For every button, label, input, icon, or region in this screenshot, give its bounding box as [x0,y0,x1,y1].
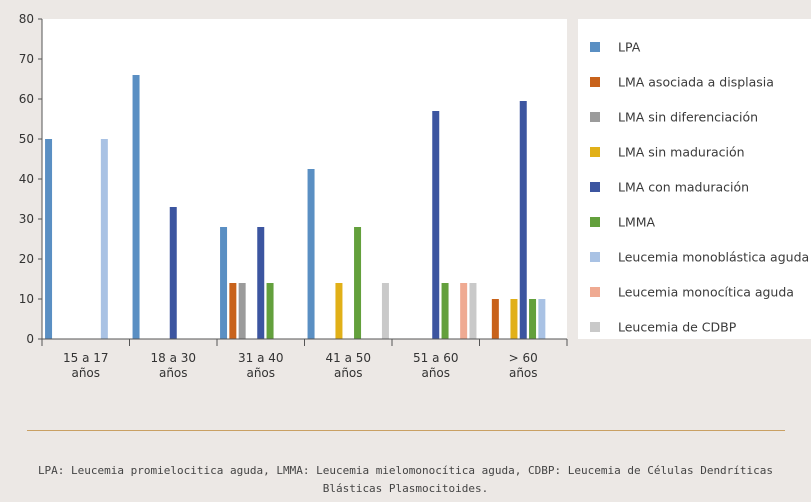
bar [169,207,177,339]
bar [381,283,389,339]
y-tick-label: 0 [26,332,34,346]
bar [519,101,527,339]
bar [460,283,468,339]
bar [510,299,518,339]
bar [529,299,537,339]
y-tick-label: 40 [19,172,34,186]
bar [335,283,343,339]
bar [266,283,274,339]
legend-swatch [590,42,600,52]
legend-swatch [590,112,600,122]
legend-swatch [590,217,600,227]
bar [229,283,237,339]
y-tick-label: 10 [19,292,34,306]
legend-label: LMA sin diferenciación [618,110,758,125]
bar [132,75,140,339]
y-tick-label: 80 [19,12,34,26]
bar [469,283,477,339]
legend-swatch [590,182,600,192]
y-tick-label: 20 [19,252,34,266]
bar [45,139,53,339]
x-tick-label: > 60 años [509,351,538,380]
legend-swatch [590,287,600,297]
bar [257,227,265,339]
legend-label: LMA con maduración [618,180,749,195]
legend-label: LPA [618,40,641,55]
bar [491,299,499,339]
legend-swatch [590,322,600,332]
bar [100,139,108,339]
bar [307,169,315,339]
y-tick-label: 50 [19,132,34,146]
legend-label: Leucemia monocítica aguda [618,285,794,300]
legend-swatch [590,77,600,87]
footnote-divider [27,430,785,431]
y-tick-label: 60 [19,92,34,106]
legend-label: Leucemia monoblástica aguda [618,250,809,265]
x-tick-label: 15 a 17 años [63,351,109,380]
legend-swatch [590,252,600,262]
x-tick-label: 41 a 50 años [325,351,371,380]
plot-area [42,19,567,339]
legend-label: Leucemia de CDBP [618,320,737,335]
bar [441,283,449,339]
bar [354,227,362,339]
legend-label: LMA sin maduración [618,145,745,160]
legend-swatch [590,147,600,157]
bar [238,283,246,339]
legend-label: LMA asociada a displasia [618,75,774,90]
y-tick-label: 70 [19,52,34,66]
x-tick-label: 18 a 30 años [150,351,196,380]
legend-area [578,19,811,339]
x-tick-label: 51 a 60 años [413,351,459,380]
y-tick-label: 30 [19,212,34,226]
bar [220,227,228,339]
x-tick-label: 31 a 40 años [238,351,284,380]
footnote: LPA: Leucemia promielocitica aguda, LMMA… [37,464,774,495]
legend-label: LMMA [618,215,656,230]
bar [432,111,440,339]
chart: 0 10 20 30 40 50 60 70 80 15 a 17 años 18 a 30 años 3… [19,12,811,380]
bar [538,299,546,339]
